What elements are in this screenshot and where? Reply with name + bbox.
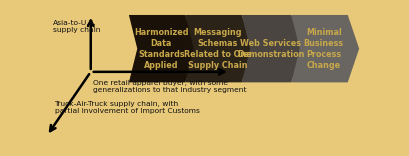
Text: Web Services
Demonstration: Web Services Demonstration bbox=[236, 39, 303, 59]
Text: Harmonized
Data
Standards
Applied: Harmonized Data Standards Applied bbox=[134, 27, 188, 70]
Text: Asia-to-U.S.
supply chain: Asia-to-U.S. supply chain bbox=[52, 20, 100, 33]
Polygon shape bbox=[185, 15, 253, 82]
Text: Messaging
Schemas
Related to One
Supply Chain: Messaging Schemas Related to One Supply … bbox=[184, 27, 251, 70]
Text: One retail apparel buyer, with some
generalizations to that industry segment: One retail apparel buyer, with some gene… bbox=[92, 80, 245, 93]
Polygon shape bbox=[128, 15, 196, 82]
Text: Minimal
Business
Process
Change: Minimal Business Process Change bbox=[303, 27, 343, 70]
Polygon shape bbox=[241, 15, 302, 82]
Polygon shape bbox=[291, 15, 358, 82]
Text: Truck-Air-Truck supply chain, with
partial involvement of Import Customs: Truck-Air-Truck supply chain, with parti… bbox=[54, 101, 199, 114]
